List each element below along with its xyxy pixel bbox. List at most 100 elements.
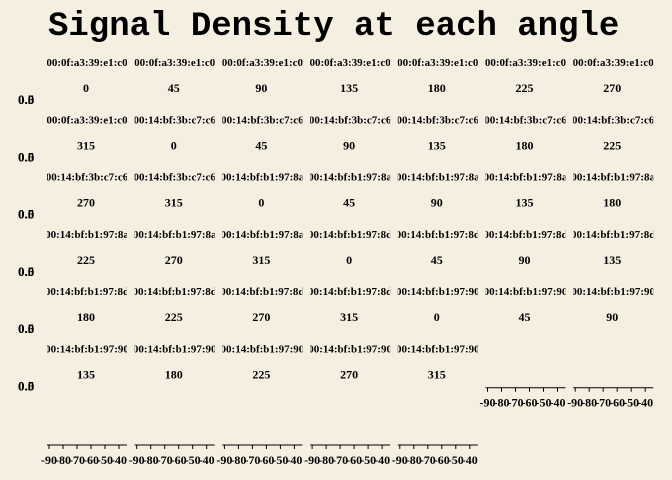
panel-mac-label-34: 00:14:bf:b1:97:90: [571, 286, 655, 298]
panel-mac-label-19: 00:14:bf:b1:97:8a: [484, 172, 568, 184]
x-tick-label-6-3: -60: [609, 396, 625, 410]
x-tick-label-4-5: -40: [462, 453, 478, 467]
panel-mac-label-38: 00:14:bf:b1:97:90: [308, 344, 392, 356]
panel-mac-label-31: 00:14:bf:b1:97:8d: [308, 286, 392, 298]
panel-mac-label-3: 00:0f:a3:39:e1:c0: [309, 57, 391, 69]
y-tick-label-row1-1: 0.0: [18, 149, 34, 164]
y-tick-label-row2-0: 0.5: [18, 207, 35, 222]
x-tick-label-5-4: -50: [536, 396, 552, 410]
y-tick-label-row5-1: 0.0: [18, 379, 34, 394]
x-tick-label-6-5: -40: [637, 396, 653, 410]
panel-mac-label-20: 00:14:bf:b1:97:8a: [571, 172, 655, 184]
panel-angle-label-27: 135: [603, 253, 621, 267]
y-tick-label-row1-0: 0.5: [18, 149, 35, 164]
panel-angle-label-0: 0: [83, 81, 89, 95]
x-tick-label-4-2: -70: [420, 453, 436, 467]
panel-mac-label-0: 00:0f:a3:39:e1:c0: [46, 57, 128, 69]
x-tick-label-2-0: -90: [216, 453, 232, 467]
panel-angle-label-15: 315: [165, 196, 183, 210]
panel-angle-label-39: 315: [428, 368, 446, 382]
x-tick-label-1-3: -60: [171, 453, 187, 467]
x-tick-label-6-0: -90: [567, 396, 583, 410]
panel-mac-label-28: 00:14:bf:b1:97:8d: [45, 286, 129, 298]
x-tick-label-1-0: -90: [129, 453, 145, 467]
x-tick-label-3-1: -80: [318, 453, 334, 467]
panel-angle-label-25: 45: [431, 253, 443, 267]
panel-angle-label-6: 270: [603, 81, 621, 95]
x-tick-label-1-5: -40: [199, 453, 215, 467]
x-tick-label-6-2: -70: [595, 396, 611, 410]
y-tick-label-row4-0: 0.5: [18, 321, 35, 336]
panel-angle-label-37: 225: [252, 368, 270, 382]
panel-mac-label-27: 00:14:bf:b1:97:8d: [571, 229, 655, 241]
panel-mac-label-2: 00:0f:a3:39:e1:c0: [222, 57, 304, 69]
panel-mac-label-5: 00:0f:a3:39:e1:c0: [485, 57, 567, 69]
panel-mac-label-39: 00:14:bf:b1:97:90: [396, 344, 480, 356]
y-tick-label-row5-0: 0.5: [18, 379, 35, 394]
panel-angle-label-13: 225: [603, 138, 621, 152]
panel-angle-label-32: 0: [434, 310, 440, 324]
panel-angle-label-3: 135: [340, 81, 358, 95]
x-tick-label-0-1: -80: [55, 453, 71, 467]
panel-mac-label-30: 00:14:bf:b1:97:8d: [220, 286, 304, 298]
panel-angle-label-2: 90: [255, 81, 267, 95]
panel-mac-label-4: 00:0f:a3:39:e1:c0: [397, 57, 479, 69]
x-tick-label-2-5: -40: [286, 453, 302, 467]
panel-angle-label-26: 90: [519, 253, 531, 267]
y-tick-label-row2-1: 0.0: [18, 207, 34, 222]
panel-angle-label-8: 0: [171, 138, 177, 152]
x-tick-label-0-4: -50: [97, 453, 113, 467]
panel-angle-label-28: 180: [77, 310, 95, 324]
panel-angle-label-33: 45: [519, 310, 531, 324]
panel-angle-label-36: 180: [165, 368, 183, 382]
x-tick-label-3-2: -70: [332, 453, 348, 467]
y-tick-label-row3-0: 0.5: [18, 264, 35, 279]
panel-angle-label-24: 0: [346, 253, 352, 267]
panel-mac-label-32: 00:14:bf:b1:97:90: [396, 286, 480, 298]
x-tick-label-2-4: -50: [272, 453, 288, 467]
panel-angle-label-5: 225: [516, 81, 534, 95]
x-tick-label-0-5: -40: [111, 453, 127, 467]
panel-mac-label-33: 00:14:bf:b1:97:90: [484, 286, 568, 298]
panel-angle-label-10: 90: [343, 138, 355, 152]
x-tick-label-1-4: -50: [185, 453, 201, 467]
panel-angle-label-9: 45: [255, 138, 267, 152]
panel-angle-label-19: 135: [516, 196, 534, 210]
x-tick-label-5-1: -80: [494, 396, 510, 410]
x-tick-label-4-4: -50: [448, 453, 464, 467]
y-tick-label-row4-1: 0.0: [18, 321, 34, 336]
x-tick-label-3-0: -90: [304, 453, 320, 467]
panel-mac-label-10: 00:14:bf:3b:c7:c6: [309, 114, 392, 126]
panel-mac-label-25: 00:14:bf:b1:97:8d: [396, 229, 480, 241]
panel-mac-label-12: 00:14:bf:3b:c7:c6: [484, 114, 567, 126]
x-tick-label-5-2: -70: [508, 396, 524, 410]
panel-mac-label-1: 00:0f:a3:39:e1:c0: [134, 57, 216, 69]
panel-mac-label-22: 00:14:bf:b1:97:8a: [133, 229, 217, 241]
panel-mac-label-9: 00:14:bf:3b:c7:c6: [221, 114, 304, 126]
x-tick-label-0-2: -70: [69, 453, 85, 467]
x-tick-label-5-3: -60: [522, 396, 538, 410]
panel-angle-label-17: 45: [343, 196, 355, 210]
x-tick-label-6-1: -80: [581, 396, 597, 410]
panel-mac-label-6: 00:0f:a3:39:e1:c0: [573, 57, 655, 69]
x-tick-label-2-2: -70: [244, 453, 260, 467]
panel-angle-label-21: 225: [77, 253, 95, 267]
panel-angle-label-29: 225: [165, 310, 183, 324]
panel-mac-label-23: 00:14:bf:b1:97:8a: [221, 229, 305, 241]
x-tick-label-3-4: -50: [360, 453, 376, 467]
panel-mac-label-18: 00:14:bf:b1:97:8a: [396, 172, 480, 184]
x-tick-label-4-1: -80: [406, 453, 422, 467]
x-tick-label-0-3: -60: [83, 453, 99, 467]
x-tick-label-3-5: -40: [374, 453, 390, 467]
panel-mac-label-37: 00:14:bf:b1:97:90: [221, 344, 305, 356]
x-tick-label-3-3: -60: [346, 453, 362, 467]
x-tick-label-4-0: -90: [392, 453, 408, 467]
x-tick-label-2-1: -80: [230, 453, 246, 467]
y-tick-label-row0-0: 0.5: [18, 92, 35, 107]
panel-mac-label-36: 00:14:bf:b1:97:90: [133, 344, 217, 356]
panel-angle-label-30: 270: [252, 310, 270, 324]
x-tick-label-5-5: -40: [550, 396, 566, 410]
panel-mac-label-21: 00:14:bf:b1:97:8a: [45, 229, 129, 241]
panel-mac-label-7: 00:0f:a3:39:e1:c0: [46, 114, 128, 126]
